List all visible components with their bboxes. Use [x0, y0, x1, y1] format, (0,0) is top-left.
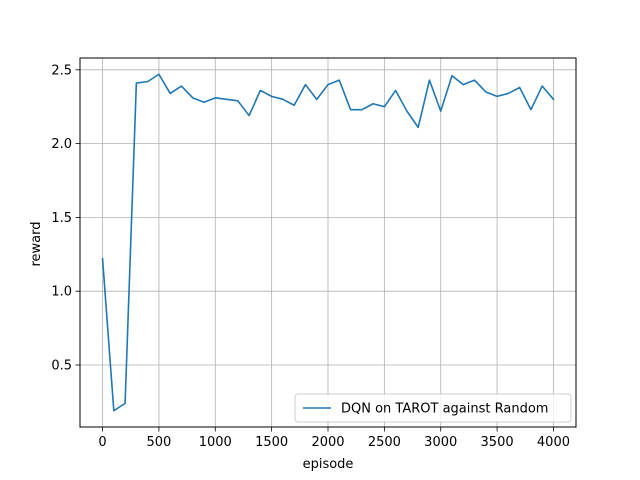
y-axis-ticks: 0.5 1.0 1.5 2.0 2.5 — [51, 63, 80, 374]
x-axis-label: episode — [303, 457, 354, 472]
y-tick-label: 0.5 — [51, 359, 72, 374]
y-tick-label: 1.5 — [51, 211, 72, 226]
series-line — [101, 73, 555, 412]
series-layer — [101, 73, 555, 412]
x-tick-label: 3500 — [481, 435, 514, 450]
x-tick-label: 500 — [146, 435, 171, 450]
legend-label: DQN on TAROT against Random — [341, 402, 548, 417]
x-tick-label: 1000 — [199, 435, 232, 450]
x-tick-label: 4000 — [537, 435, 570, 450]
y-tick-label: 1.0 — [51, 285, 72, 300]
x-tick-label: 3000 — [424, 435, 457, 450]
y-tick-label: 2.5 — [51, 63, 72, 78]
x-tick-label: 2500 — [368, 435, 401, 450]
legend: DQN on TAROT against Random — [294, 393, 572, 423]
y-tick-label: 2.0 — [51, 137, 72, 152]
y-axis-label: reward — [29, 221, 44, 266]
x-tick-label: 0 — [98, 435, 106, 450]
x-tick-label: 2000 — [311, 435, 344, 450]
grid-lines — [80, 58, 576, 427]
x-axis-ticks: 0 500 1000 1500 2000 2500 3000 3500 4000 — [98, 427, 570, 450]
legend-box — [294, 393, 572, 423]
x-tick-label: 1500 — [255, 435, 288, 450]
